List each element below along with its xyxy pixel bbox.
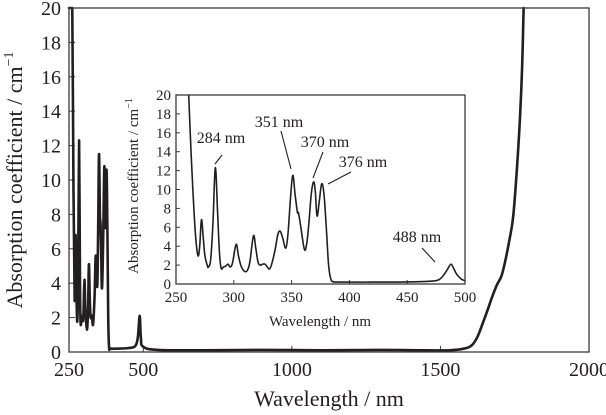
peak-annotation-label: 488 nm — [393, 229, 442, 246]
inset-x-tick-label: 400 — [338, 290, 361, 306]
main-x-tick-label: 2000 — [569, 359, 606, 381]
inset-x-tick-label: 350 — [280, 290, 303, 306]
inset-x-axis-label: Wavelength / nm — [269, 314, 371, 330]
inset-plot: 0 2 4 6 8 10 12 14 16 18 20 250 300 350 400 450 500 284… — [124, 88, 476, 330]
main-y-ticks: 0 2 4 6 8 10 12 14 16 18 20 — [41, 0, 75, 364]
peak-annotation-label: 376 nm — [339, 154, 388, 171]
main-y-axis-label-superscript: −1 — [2, 51, 17, 66]
annotation-leader-line — [280, 130, 292, 170]
peak-annotation-label: 284 nm — [197, 130, 246, 147]
inset-y-tick-label: 12 — [156, 164, 171, 180]
annotation-leader-line — [214, 154, 223, 165]
main-y-axis-label-text: Absorption coefficient / cm — [2, 66, 27, 308]
annotation-leader-line — [327, 171, 352, 185]
main-y-tick-label: 8 — [51, 204, 61, 226]
main-x-tick-label: 1000 — [272, 359, 312, 381]
main-y-tick-label: 2 — [51, 308, 61, 330]
inset-absorption-curve — [187, 94, 466, 283]
inset-y-tick-label: 0 — [164, 277, 172, 293]
annotation-leader-line — [421, 247, 436, 263]
inset-y-tick-label: 4 — [164, 239, 172, 255]
inset-y-tick-label: 6 — [164, 220, 172, 236]
annotation-leader-line — [312, 151, 324, 179]
main-y-tick-label: 18 — [41, 32, 61, 54]
inset-x-tick-label: 450 — [396, 290, 419, 306]
main-y-axis-label: Absorption coefficient / cm−1 — [2, 51, 27, 308]
inset-y-axis-label: Absorption coefficient / cm−1 — [124, 98, 142, 274]
peak-annotation-label: 370 nm — [301, 134, 350, 151]
inset-peak-annotations: 284 nm 351 nm 370 nm 376 nm 488 nm — [197, 114, 442, 263]
inset-y-axis-label-superscript: −1 — [124, 98, 135, 109]
main-y-tick-label: 20 — [41, 0, 61, 20]
inset-y-tick-label: 2 — [164, 258, 172, 274]
inset-y-ticks: 0 2 4 6 8 10 12 14 16 18 20 — [156, 88, 180, 293]
main-x-tick-label: 500 — [128, 359, 158, 381]
main-y-tick-label: 14 — [41, 101, 61, 123]
inset-plot-frame — [175, 94, 466, 285]
main-plot-frame — [68, 7, 590, 353]
inset-y-tick-label: 10 — [156, 183, 171, 199]
inset-x-tick-label: 500 — [454, 290, 477, 306]
inset-y-axis-label-text: Absorption coefficient / cm — [126, 108, 142, 273]
main-y-tick-label: 10 — [41, 170, 61, 192]
inset-y-tick-label: 8 — [164, 201, 172, 217]
main-x-ticks: 250 500 1000 1500 2000 — [54, 346, 606, 381]
inset-y-tick-label: 20 — [156, 88, 171, 104]
main-x-tick-label: 250 — [54, 359, 84, 381]
peak-annotation-label: 351 nm — [255, 114, 304, 131]
main-x-tick-label: 1500 — [420, 359, 460, 381]
inset-x-tick-label: 250 — [165, 290, 188, 306]
main-y-tick-label: 12 — [41, 136, 61, 158]
main-y-tick-label: 16 — [41, 67, 61, 89]
inset-y-tick-label: 16 — [156, 126, 172, 142]
main-y-tick-label: 6 — [51, 239, 61, 261]
main-absorption-curve — [67, 6, 525, 352]
inset-y-tick-label: 18 — [156, 107, 171, 123]
inset-x-ticks: 250 300 350 400 450 500 — [165, 280, 477, 306]
main-y-tick-label: 0 — [51, 342, 61, 364]
main-x-axis-label: Wavelength / nm — [254, 386, 404, 411]
inset-x-tick-label: 300 — [223, 290, 246, 306]
inset-y-tick-label: 14 — [156, 145, 172, 161]
main-y-tick-label: 4 — [51, 273, 61, 295]
